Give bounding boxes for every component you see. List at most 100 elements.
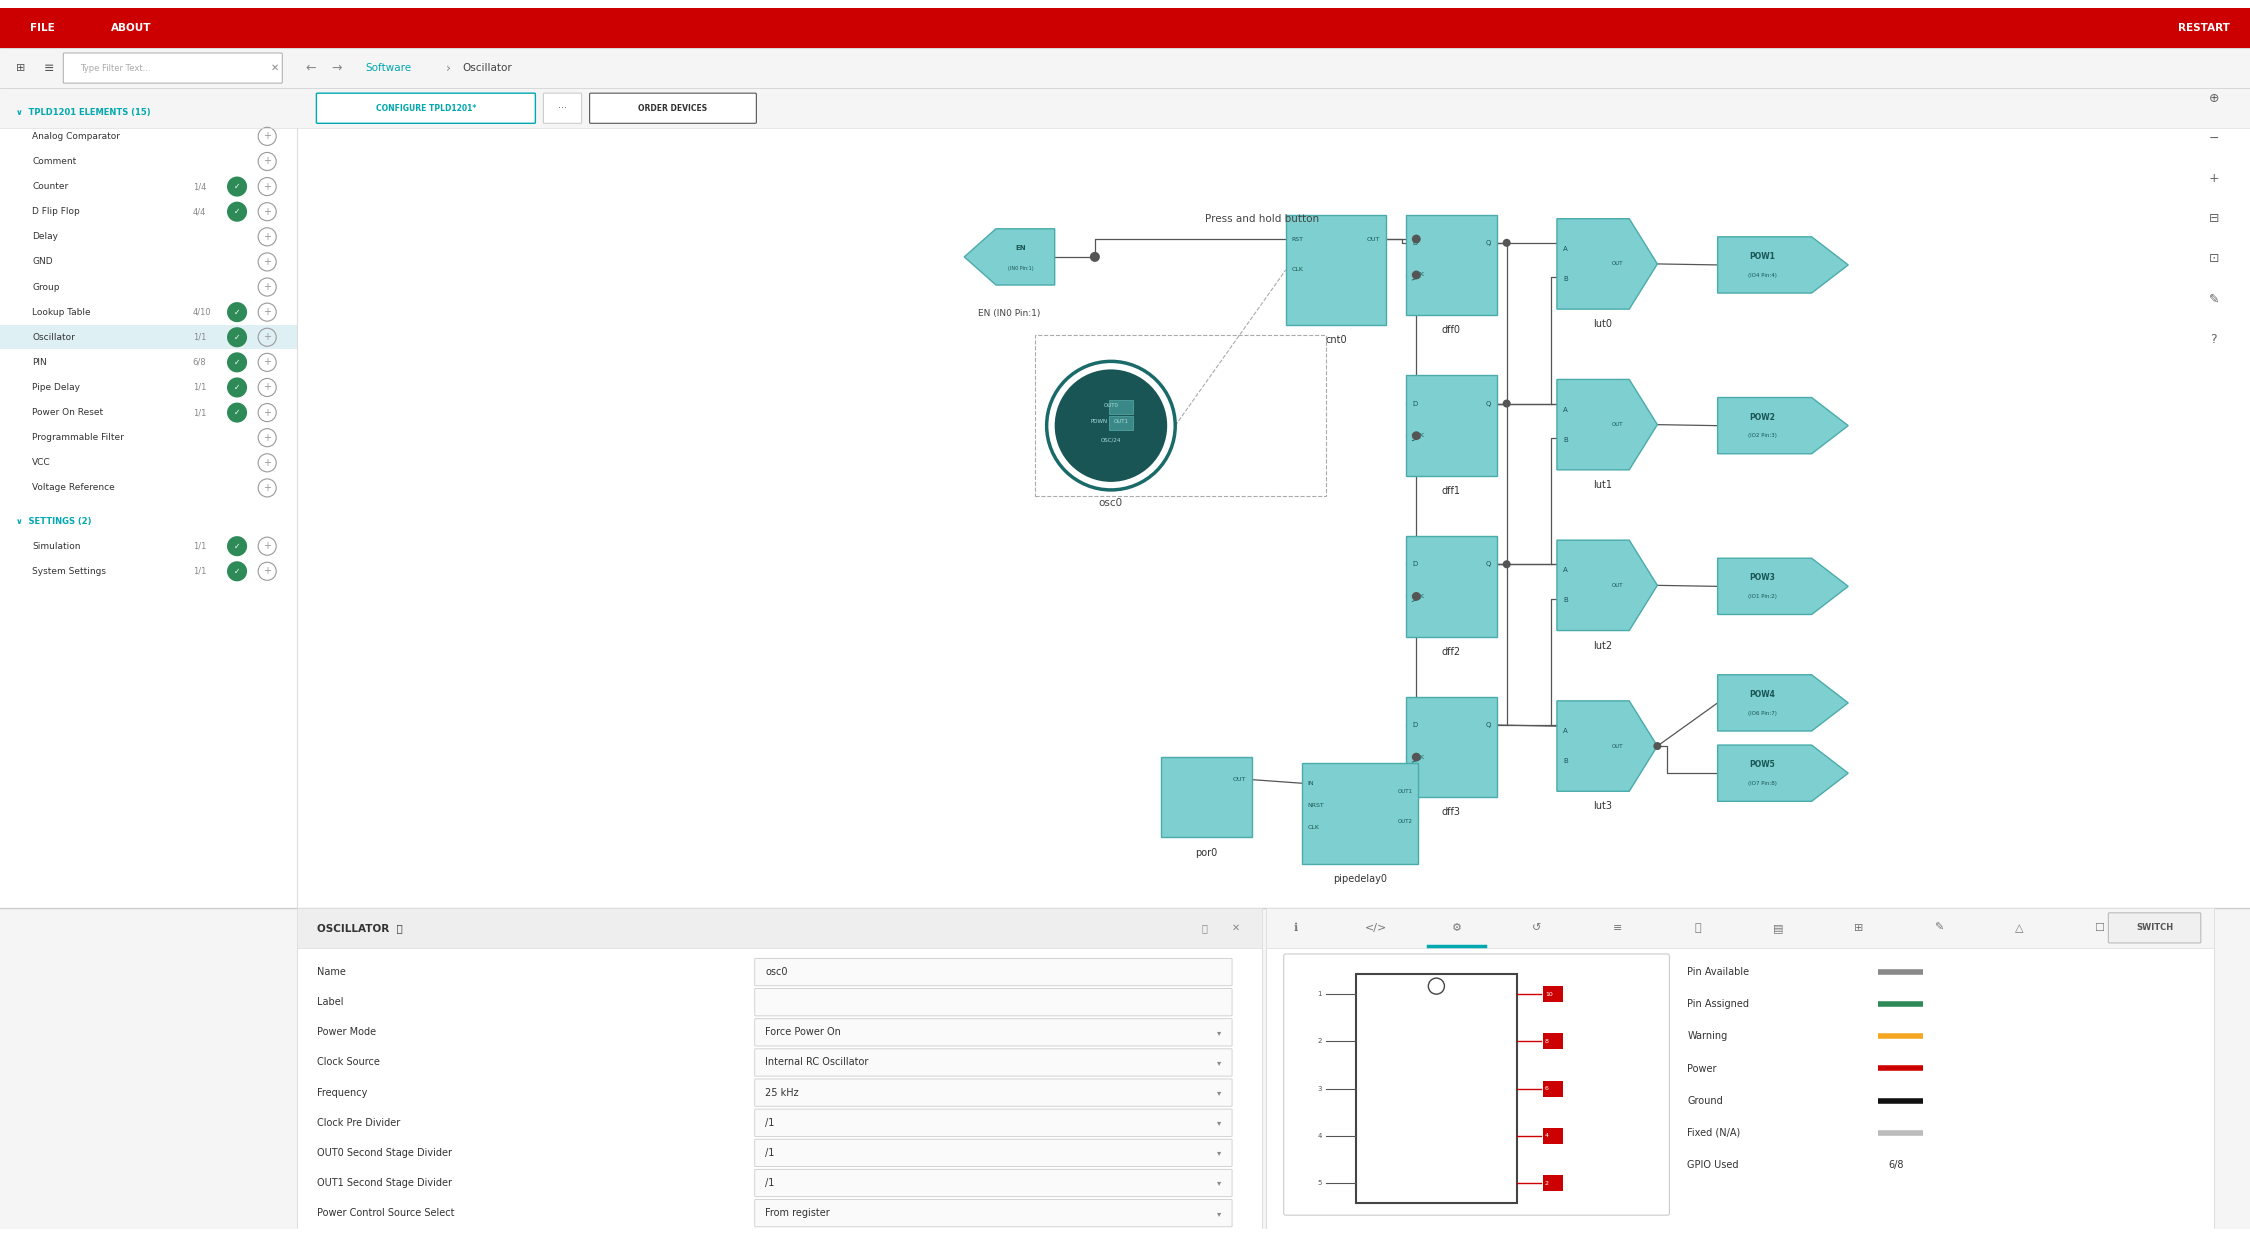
Text: ✓: ✓ [234,383,241,392]
Text: 25 kHz: 25 kHz [765,1087,799,1097]
Text: 8: 8 [1546,1039,1548,1044]
FancyBboxPatch shape [754,1110,1233,1137]
Text: lut1: lut1 [1593,480,1613,490]
Text: +: + [2210,172,2218,186]
Text: 5: 5 [1318,1180,1321,1186]
Text: D: D [1413,562,1418,568]
Text: △: △ [2014,923,2023,933]
Circle shape [227,177,248,197]
Text: lut3: lut3 [1593,802,1613,811]
Text: OUT1: OUT1 [1114,419,1130,424]
Text: 10: 10 [1546,992,1552,997]
Text: Q: Q [1485,401,1490,407]
Text: (IO4 Pin:4): (IO4 Pin:4) [1748,272,1778,277]
Text: Programmable Filter: Programmable Filter [32,433,124,442]
Text: +: + [263,567,272,576]
Text: OUT: OUT [1613,743,1624,748]
Text: ✎: ✎ [1935,923,1944,933]
Text: +: + [263,182,272,192]
Text: ⚙: ⚙ [1451,923,1462,933]
Text: Pin Assigned: Pin Assigned [1688,999,1750,1009]
Text: D: D [1413,240,1418,246]
Text: OUT: OUT [1613,261,1624,266]
Text: Internal RC Oscillator: Internal RC Oscillator [765,1058,868,1068]
FancyBboxPatch shape [1406,536,1496,637]
FancyBboxPatch shape [1161,757,1251,837]
Text: −: − [2210,132,2218,145]
FancyBboxPatch shape [1406,215,1496,315]
Text: +: + [263,357,272,367]
Text: POW2: POW2 [1748,413,1775,422]
Text: VCC: VCC [32,458,52,468]
Circle shape [1089,252,1100,262]
Text: CLK: CLK [1413,272,1424,277]
Polygon shape [1557,701,1658,792]
Text: ▾: ▾ [1217,1118,1222,1127]
Text: Clock Pre Divider: Clock Pre Divider [317,1118,400,1128]
Text: ▾: ▾ [1217,1179,1222,1188]
Text: ✕: ✕ [1231,923,1240,933]
Text: /1: /1 [765,1148,774,1158]
Circle shape [1503,239,1510,247]
Text: (IO7 Pin:8): (IO7 Pin:8) [1748,781,1778,785]
Text: +: + [263,407,272,418]
Text: GPIO Used: GPIO Used [1688,1160,1739,1170]
Circle shape [227,377,248,397]
FancyBboxPatch shape [1406,696,1496,798]
Circle shape [227,302,248,322]
Text: A: A [1564,407,1568,413]
Text: /1: /1 [765,1178,774,1188]
Text: EN: EN [1015,245,1026,251]
Text: ∨  TPLD1201 ELEMENTS (15): ∨ TPLD1201 ELEMENTS (15) [16,108,151,116]
Text: OUT0: OUT0 [1102,403,1118,408]
Polygon shape [1717,558,1847,615]
Text: CLK: CLK [1292,267,1303,272]
Text: ›: › [446,62,450,74]
Text: NRST: NRST [1307,803,1325,808]
FancyBboxPatch shape [1109,400,1134,413]
Text: OUT: OUT [1233,777,1246,782]
Text: 1/1: 1/1 [193,408,207,417]
Text: OUT: OUT [1366,236,1379,241]
Text: +: + [263,458,272,468]
Text: OUT0 Second Stage Divider: OUT0 Second Stage Divider [317,1148,452,1158]
Text: Comment: Comment [32,157,76,166]
Text: RESTART: RESTART [2178,22,2230,33]
Text: Analog Comparator: Analog Comparator [32,132,119,141]
Text: Delay: Delay [32,233,58,241]
FancyBboxPatch shape [754,959,1233,986]
Text: Clock Source: Clock Source [317,1058,380,1068]
Text: ∨  SETTINGS (2): ∨ SETTINGS (2) [16,517,92,526]
Text: cnt0: cnt0 [1325,335,1348,345]
Polygon shape [1717,745,1847,802]
Polygon shape [965,229,1055,285]
Polygon shape [1557,380,1658,470]
Text: →: → [331,62,342,74]
Text: +: + [263,333,272,343]
Text: osc0: osc0 [765,967,787,977]
Text: +: + [263,156,272,167]
Text: PIN: PIN [32,357,47,367]
Text: POW1: POW1 [1748,252,1775,261]
Text: CLK: CLK [1413,594,1424,599]
Text: RST: RST [1292,236,1303,241]
Text: ⎘: ⎘ [1202,923,1208,933]
Circle shape [227,353,248,372]
Text: ▾: ▾ [1217,1058,1222,1068]
Circle shape [227,202,248,221]
Text: ↺: ↺ [1532,923,1541,933]
FancyBboxPatch shape [297,129,2210,908]
Text: Ground: Ground [1688,1096,1724,1106]
Text: +: + [263,307,272,317]
Text: 4: 4 [1546,1133,1548,1138]
Text: Lookup Table: Lookup Table [32,308,90,317]
Text: ✓: ✓ [234,182,241,190]
Polygon shape [1557,219,1658,309]
Circle shape [1654,742,1660,750]
Text: OUT: OUT [1613,583,1624,588]
Text: (IO6 Pin:7): (IO6 Pin:7) [1748,710,1778,715]
Text: ✓: ✓ [234,408,241,417]
Text: dff1: dff1 [1442,486,1460,496]
Text: CLK: CLK [1413,755,1424,760]
Text: FILE: FILE [29,22,54,33]
